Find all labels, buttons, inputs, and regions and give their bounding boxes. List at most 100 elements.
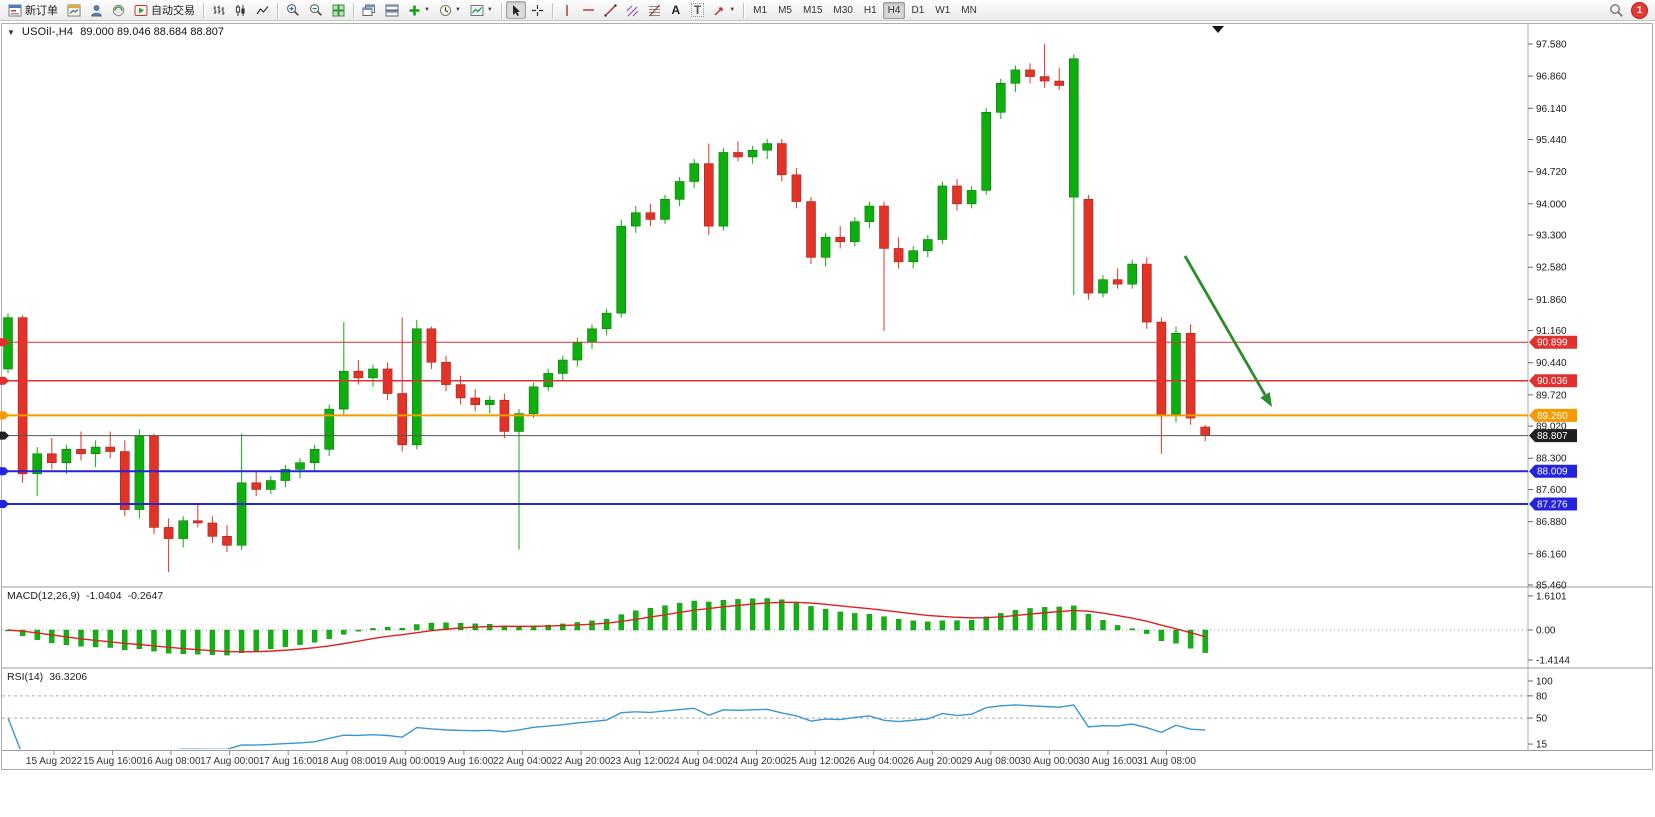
candle-body (309, 449, 320, 463)
new-order-button[interactable]: 新订单 (4, 1, 62, 19)
macd-bar (1071, 605, 1077, 631)
search-icon[interactable] (1609, 3, 1624, 18)
candle-body (90, 446, 101, 455)
timeframe-button-h4[interactable]: H4 (882, 1, 906, 19)
text-label-tool-button[interactable]: T (687, 1, 708, 19)
candlestick-chart-button[interactable] (230, 1, 251, 19)
candle-body (222, 536, 232, 546)
auto-trading-label: 自动交易 (151, 5, 195, 17)
timeframe-button-w1[interactable]: W1 (935, 4, 951, 16)
candle-body (937, 185, 948, 240)
tile-horizontal-button[interactable] (381, 1, 403, 19)
timeframe-button-m1[interactable]: M1 (753, 4, 768, 16)
time-tick-label: 19 Aug 16:00 (434, 756, 493, 767)
add-indicator-icon (409, 5, 420, 15)
candle-body (689, 163, 700, 182)
time-tick-label: 24 Aug 20:00 (727, 756, 786, 767)
candle-body (747, 149, 758, 158)
line-chart-button[interactable] (252, 1, 273, 19)
timeframe-button-m5[interactable]: M5 (778, 4, 792, 16)
candle-body (645, 212, 656, 220)
time-tick-label: 31 Aug 08:00 (1137, 756, 1196, 767)
bar-chart-button[interactable] (208, 1, 229, 19)
price-tick-label: 86.880 (1536, 517, 1567, 528)
price-axis[interactable]: 97.580 96.860 96.140 95.440 94.720 94.000 93.3… (1528, 40, 1567, 592)
timeframe-button-mn[interactable]: MN (961, 4, 977, 16)
candle-body (922, 239, 933, 251)
candle-body (484, 399, 495, 405)
pitchfork-icon (626, 5, 639, 16)
terminal-button[interactable] (108, 1, 129, 19)
macd-bar (428, 622, 435, 631)
macd-bar (34, 629, 40, 640)
chart-title: USOil-,H4 (21, 26, 74, 38)
candle-body (61, 449, 72, 463)
price-badge-bg (1529, 464, 1577, 478)
indicators-button[interactable]: ▼ (404, 1, 434, 19)
time-axis[interactable]: 15 Aug 2022 15 Aug 16:00 16 Aug 08:00 17 Au… (26, 751, 1196, 767)
timeframe-button-d1[interactable]: D1 (911, 4, 925, 16)
candle-body (1098, 279, 1108, 294)
fibonacci-button[interactable] (644, 1, 665, 19)
market-watch-button[interactable] (63, 1, 85, 19)
price-tick-label: 97.580 (1536, 40, 1567, 51)
candle-body (178, 520, 188, 539)
crosshair-button[interactable] (527, 1, 548, 19)
candle-body (820, 236, 831, 258)
macd-bar (925, 621, 931, 631)
trend-arrow-annotation[interactable] (1183, 255, 1272, 407)
arrows-tool-button[interactable]: ▼ (709, 1, 739, 19)
horizontal-line-button[interactable] (578, 1, 599, 19)
price-badge-label: 90.036 (1537, 376, 1568, 387)
trendline-button[interactable] (600, 1, 621, 19)
pitchfork-button[interactable] (622, 1, 643, 19)
price-tick-label: 85.460 (1536, 581, 1567, 592)
templates-button[interactable]: ▼ (466, 1, 497, 19)
timeframe-button-h1[interactable]: H1 (863, 4, 877, 16)
macd-bar (1085, 613, 1092, 631)
template-icon (470, 4, 484, 16)
macd-bar (311, 629, 318, 643)
collapse-chart-icon[interactable]: ▼ (7, 27, 15, 37)
vertical-line-button[interactable] (557, 1, 577, 19)
macd-bar (1158, 629, 1165, 642)
macd-bar (253, 629, 259, 652)
level-left-marker (0, 376, 9, 385)
price-level-badge: 87.276 (1529, 497, 1577, 511)
macd-bar (983, 616, 989, 631)
navigator-button[interactable] (86, 1, 107, 19)
macd-bar (165, 629, 172, 654)
macd-bar (151, 629, 157, 652)
candle-body (1083, 199, 1094, 294)
candle-body (193, 520, 203, 524)
candle-body (149, 435, 159, 528)
macd-bar (224, 629, 230, 656)
notification-badge[interactable]: 1 (1631, 1, 1648, 19)
rsi-value: 36.3206 (49, 671, 88, 683)
periods-button[interactable]: ▼ (435, 1, 465, 19)
candle-body (120, 451, 130, 510)
candle-body (630, 212, 641, 227)
chart-header: ▼ USOil-,H4 89.000 89.046 88.684 88.807 (7, 26, 224, 38)
chevron-down-icon: ▼ (486, 7, 493, 13)
price-level-badge: 88.807 (1529, 429, 1577, 443)
tile-windows-button[interactable] (328, 1, 349, 19)
zoom-in-button[interactable] (282, 1, 304, 19)
cursor-button[interactable] (505, 1, 526, 19)
timeframe-button-m30[interactable]: M30 (833, 4, 853, 16)
cascade-windows-button[interactable] (358, 1, 380, 19)
candle-body (1025, 69, 1035, 77)
chart-shift-marker-icon[interactable] (1212, 26, 1224, 33)
time-tick-label: 25 Aug 12:00 (786, 756, 845, 767)
macd-bar (589, 620, 595, 631)
candle-body (1054, 80, 1064, 86)
auto-trading-button[interactable]: 自动交易 (130, 1, 199, 19)
new-order-label: 新订单 (25, 5, 58, 17)
rsi-indicator-label: RSI(14) 36.3206 (7, 671, 87, 683)
timeframe-button-m15[interactable]: M15 (802, 4, 823, 16)
price-tick-label: 89.020 (1536, 422, 1567, 433)
macd-axis-label: -1.4144 (1536, 655, 1570, 666)
text-tool-button[interactable]: A (666, 1, 686, 19)
zoom-out-button[interactable] (305, 1, 327, 19)
